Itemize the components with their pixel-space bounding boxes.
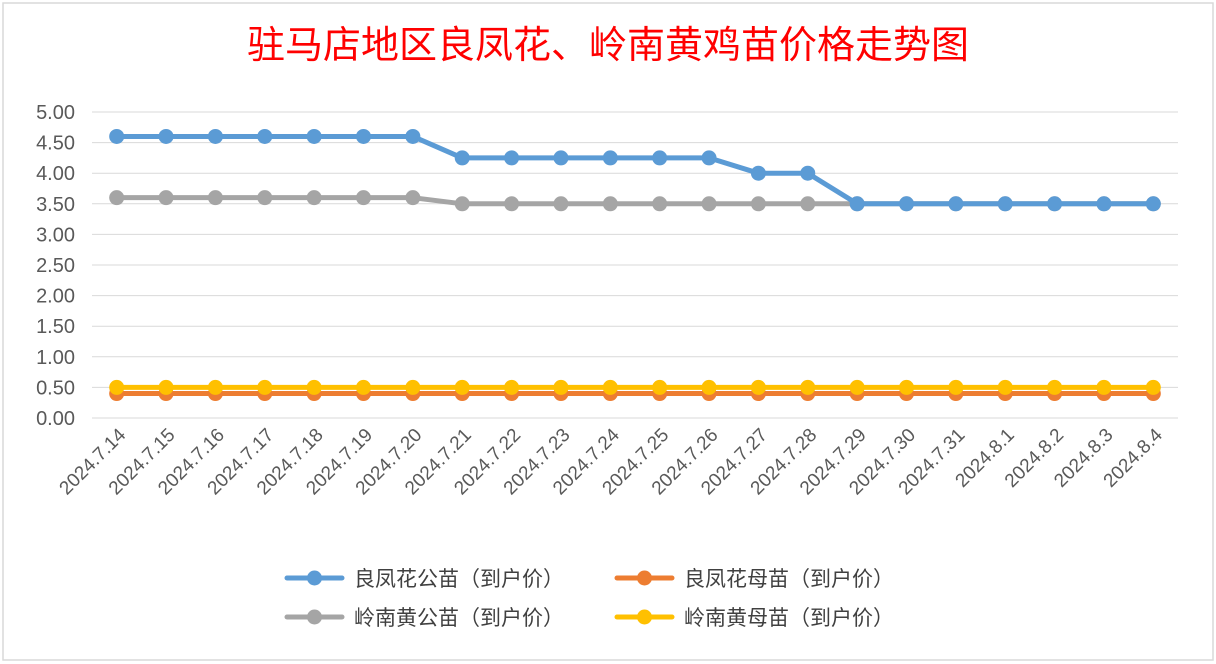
data-point — [800, 379, 816, 395]
data-point — [553, 379, 569, 395]
legend-label: 岭南黄公苗（到户价） — [354, 606, 564, 630]
data-point — [800, 165, 816, 181]
data-point — [602, 196, 618, 212]
series-group — [109, 128, 1161, 402]
data-point — [750, 379, 766, 395]
data-point — [553, 196, 569, 212]
data-point — [306, 379, 322, 395]
data-point — [652, 379, 668, 395]
data-point — [109, 190, 125, 206]
y-tick-label: 1.50 — [36, 316, 75, 338]
y-tick-label: 5.00 — [36, 102, 75, 124]
data-point — [257, 190, 273, 206]
data-point — [948, 196, 964, 212]
legend-marker — [307, 570, 322, 586]
data-point — [1145, 196, 1161, 212]
data-point — [158, 128, 174, 144]
data-point — [257, 128, 273, 144]
data-point — [997, 379, 1013, 395]
y-tick-label: 4.50 — [36, 133, 75, 155]
legend-entry: 良凤花公苗（到户价） — [284, 567, 564, 591]
data-point — [207, 128, 223, 144]
data-point — [948, 379, 964, 395]
data-point — [553, 150, 569, 166]
data-point — [356, 379, 371, 395]
legend-label: 良凤花母苗（到户价） — [684, 567, 894, 591]
data-point — [207, 379, 223, 395]
data-point — [207, 190, 223, 206]
legend: 良凤花公苗（到户价） 良凤花母苗（到户价） 岭南黄公苗（到户价） 岭南黄母苗（到户价） — [284, 567, 894, 630]
data-point — [454, 379, 470, 395]
legend-label: 良凤花公苗（到户价） — [354, 567, 564, 591]
y-tick-label: 2.50 — [36, 255, 75, 277]
y-tick-label: 2.00 — [36, 286, 75, 308]
data-point — [899, 379, 914, 395]
legend-marker — [307, 609, 322, 625]
data-point — [257, 379, 273, 395]
data-point — [109, 379, 125, 395]
data-point — [356, 190, 371, 206]
data-point — [701, 379, 717, 395]
y-tick-label: 1.00 — [36, 347, 75, 369]
data-point — [750, 165, 766, 181]
data-point — [652, 196, 668, 212]
legend-marker — [637, 609, 652, 625]
series-0 — [109, 128, 1161, 212]
data-point — [1096, 196, 1112, 212]
data-point — [356, 128, 371, 144]
data-point — [849, 379, 865, 395]
data-point — [158, 190, 174, 206]
y-tick-label: 3.50 — [36, 194, 75, 216]
legend-marker — [637, 570, 652, 586]
data-point — [306, 128, 322, 144]
chart-title: 驻马店地区良凤花、岭南黄鸡苗价格走势图 — [247, 23, 969, 67]
series-3 — [109, 379, 1161, 395]
legend-entry: 岭南黄公苗（到户价） — [284, 606, 564, 630]
data-point — [504, 379, 520, 395]
data-point — [1047, 196, 1063, 212]
data-point — [750, 196, 766, 212]
data-point — [504, 150, 520, 166]
data-point — [800, 196, 816, 212]
data-point — [602, 150, 618, 166]
data-point — [899, 196, 914, 212]
legend-entry: 良凤花母苗（到户价） — [614, 567, 894, 591]
data-point — [405, 190, 421, 206]
data-point — [158, 379, 174, 395]
data-point — [504, 196, 520, 212]
data-point — [652, 150, 668, 166]
y-axis-ticks: 0.00 0.50 1.00 1.50 2.00 2.50 3.00 3.50 4.00 4.50… — [36, 102, 75, 430]
y-tick-label: 3.00 — [36, 224, 75, 246]
data-point — [454, 196, 470, 212]
data-point — [701, 150, 717, 166]
data-point — [109, 128, 125, 144]
data-point — [454, 150, 470, 166]
y-tick-label: 0.00 — [36, 408, 75, 430]
data-point — [1145, 379, 1161, 395]
data-point — [1096, 379, 1112, 395]
data-point — [1047, 379, 1063, 395]
series-line — [114, 133, 1156, 207]
y-tick-label: 0.50 — [36, 377, 75, 399]
data-point — [849, 196, 865, 212]
data-point — [405, 379, 421, 395]
data-point — [701, 196, 717, 212]
data-point — [306, 190, 322, 206]
legend-entry: 岭南黄母苗（到户价） — [614, 606, 894, 630]
y-tick-label: 4.00 — [36, 163, 75, 185]
data-point — [405, 128, 421, 144]
data-point — [997, 196, 1013, 212]
legend-label: 岭南黄母苗（到户价） — [684, 606, 894, 630]
data-point — [602, 379, 618, 395]
